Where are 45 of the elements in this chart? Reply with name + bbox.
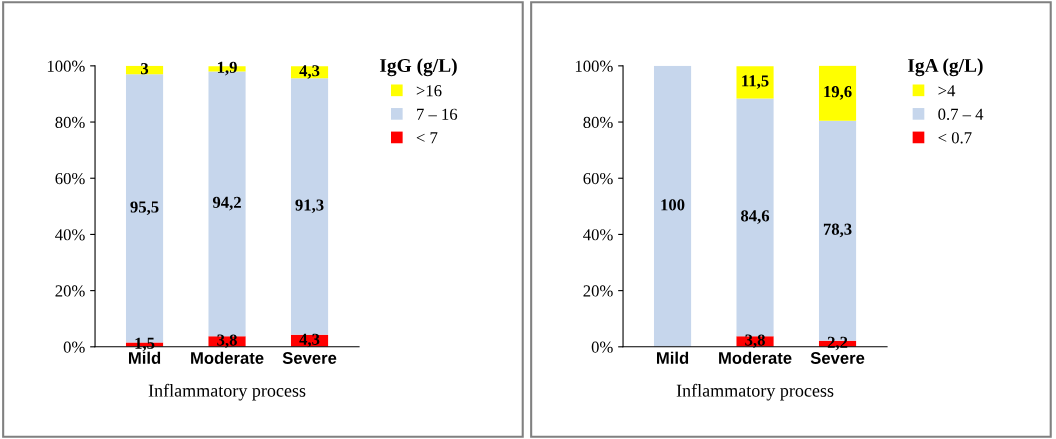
bar bbox=[736, 66, 774, 99]
y-tick-label: 0% bbox=[591, 341, 613, 353]
x-axis-title: Inflammatory process bbox=[148, 383, 306, 401]
legend-title: IgG (g/L) bbox=[379, 58, 457, 77]
y-tick-label: 100% bbox=[575, 60, 613, 72]
x-axis-title: Inflammatory process bbox=[676, 383, 834, 401]
data-label: 78,3 bbox=[823, 223, 852, 238]
y-tick-label: 0% bbox=[63, 341, 85, 353]
y-tick-label: 60% bbox=[583, 172, 613, 185]
bar bbox=[290, 78, 329, 335]
data-label: 95,5 bbox=[130, 201, 159, 216]
y-tick-label: 40% bbox=[583, 229, 613, 241]
y-tick-label: 100% bbox=[47, 60, 85, 72]
x-tick-label: Mild bbox=[656, 351, 689, 364]
x-tick-label: Severe bbox=[282, 352, 337, 364]
legend-title: IgA (g/L) bbox=[907, 58, 983, 77]
data-label: 3,8 bbox=[745, 334, 765, 349]
y-tick-label: 80% bbox=[55, 116, 85, 129]
legend-label: 0.7 – 4 bbox=[938, 108, 984, 120]
data-label: 100 bbox=[661, 199, 685, 211]
legend-label: < 7 bbox=[416, 132, 438, 144]
y-tick-label: 20% bbox=[583, 285, 613, 297]
data-label: 11,5 bbox=[742, 75, 769, 89]
bar bbox=[818, 65, 857, 121]
data-label: 3 bbox=[141, 63, 149, 75]
data-label: 3,8 bbox=[217, 334, 237, 349]
x-tick-label: Moderate bbox=[191, 351, 264, 364]
x-tick-label: Mild bbox=[128, 351, 161, 364]
data-label: 91,3 bbox=[295, 199, 324, 214]
y-tick-label: 20% bbox=[55, 285, 85, 297]
x-tick-label: Moderate bbox=[719, 351, 792, 364]
y-tick-label: 80% bbox=[583, 116, 613, 129]
data-label: 94,2 bbox=[212, 196, 241, 211]
data-label: 84,6 bbox=[741, 210, 770, 224]
data-label: 4,3 bbox=[299, 333, 320, 348]
legend-label: >16 bbox=[416, 85, 442, 97]
data-label: 19,6 bbox=[824, 86, 852, 100]
legend-label: < 0.7 bbox=[938, 132, 972, 144]
legend-label: >4 bbox=[938, 85, 956, 97]
bar bbox=[653, 65, 692, 347]
x-tick-label: Severe bbox=[810, 352, 865, 364]
legend-label: 7 – 16 bbox=[417, 108, 458, 120]
data-label: 4,3 bbox=[299, 65, 320, 79]
y-tick-label: 40% bbox=[55, 229, 85, 241]
y-tick-label: 60% bbox=[55, 172, 85, 185]
